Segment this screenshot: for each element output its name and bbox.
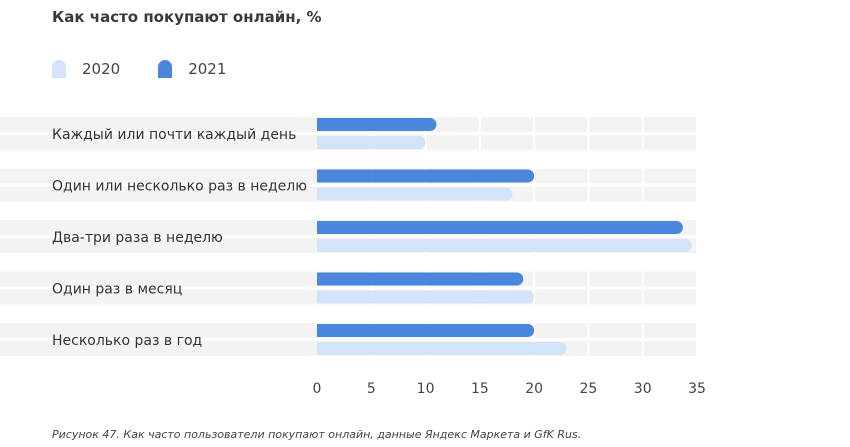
x-tick-label: 25 xyxy=(580,381,598,397)
row-band xyxy=(308,238,317,253)
bar-2021 xyxy=(309,221,683,234)
x-tick-label: 35 xyxy=(688,381,706,397)
row-band xyxy=(308,323,317,338)
row-band xyxy=(308,117,317,132)
bar-2021 xyxy=(309,272,524,286)
row-band xyxy=(308,168,317,184)
legend-swatch-2020 xyxy=(52,60,66,78)
category-label: Один раз в месяц xyxy=(52,282,182,298)
legend: 2020 2021 xyxy=(52,60,226,78)
row-band xyxy=(308,135,317,150)
legend-label-2021: 2021 xyxy=(188,60,227,78)
x-tick-label: 15 xyxy=(471,381,489,397)
bar-chart: 0 5 10 15 20 25 30 35 Каждый или почти каждый де… xyxy=(0,117,706,397)
category-label: Несколько раз в год xyxy=(52,333,202,349)
row-band xyxy=(308,220,317,235)
bar-2020 xyxy=(309,136,426,149)
bar-2021 xyxy=(309,169,535,183)
x-tick-label: 20 xyxy=(525,381,543,397)
bar-2020 xyxy=(309,290,535,304)
x-tick-label: 5 xyxy=(367,381,376,397)
row-band xyxy=(308,289,317,305)
legend-swatch-2021 xyxy=(158,60,173,78)
row-band xyxy=(308,271,317,287)
category-label: Один или несколько раз в неделю xyxy=(52,179,307,195)
category-label: Два-три раза в неделю xyxy=(52,230,223,246)
row-band xyxy=(308,186,317,202)
x-tick-label: 30 xyxy=(634,381,652,397)
bar-2020 xyxy=(309,342,567,355)
x-tick-label: 0 xyxy=(313,381,322,397)
row-band xyxy=(308,341,317,356)
figure-caption: Рисунок 47. Как часто пользователи покуп… xyxy=(52,428,582,441)
bar-2020 xyxy=(309,239,692,252)
bar-2021 xyxy=(309,324,535,337)
chart-title: Как часто покупают онлайн, % xyxy=(52,8,322,26)
x-tick-label: 10 xyxy=(417,381,435,397)
category-label: Каждый или почти каждый день xyxy=(52,127,296,143)
bar-2020 xyxy=(309,187,513,201)
bar-2021 xyxy=(309,118,437,131)
legend-label-2020: 2020 xyxy=(82,60,121,78)
